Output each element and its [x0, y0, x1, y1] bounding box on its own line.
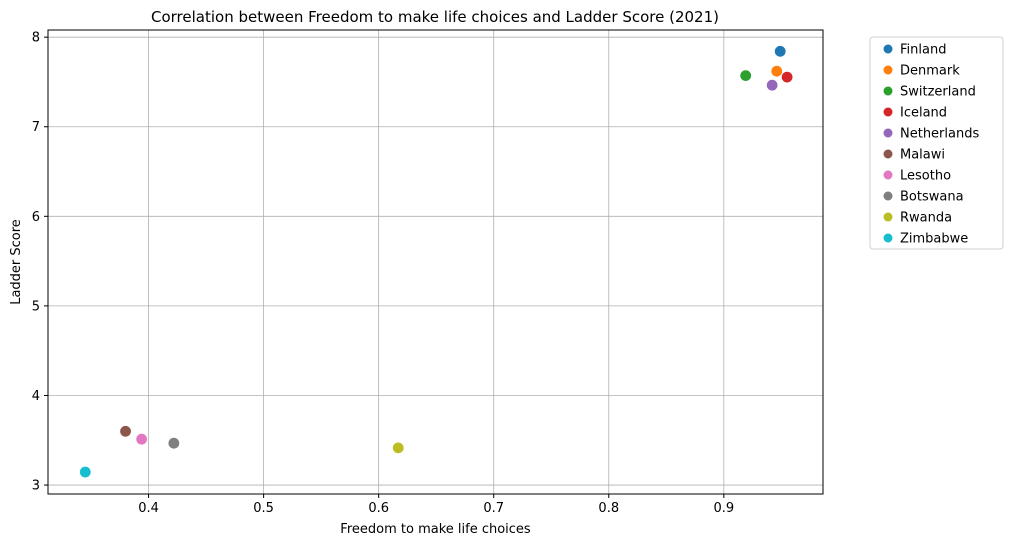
x-tick-label: 0.4 [138, 501, 159, 516]
data-point [79, 465, 92, 479]
data-point [119, 425, 132, 438]
legend-label: Finland [900, 43, 946, 58]
y-tick-label: 7 [32, 120, 40, 135]
y-axis-label: Ladder Score [9, 219, 24, 305]
axis-ticks: 0.4 0.5 0.6 0.7 0.8 0.9 3 4 5 6 7 8 [32, 31, 734, 516]
y-tick-label: 6 [32, 210, 40, 225]
x-tick-label: 0.6 [368, 501, 389, 516]
chart-title: Correlation between Freedom to make life… [151, 8, 719, 26]
legend-items: Finland Denmark Switzerland Iceland Netherla… [883, 43, 979, 247]
legend-marker [883, 212, 893, 222]
x-tick-label: 0.5 [253, 501, 274, 516]
legend-label: Lesotho [900, 169, 951, 184]
plot-frame [47, 29, 824, 495]
y-tick-label: 5 [32, 299, 40, 314]
legend-label: Iceland [900, 106, 947, 121]
y-tick-label: 3 [32, 479, 40, 494]
data-point [392, 441, 405, 455]
legend-marker [883, 65, 893, 75]
legend-label: Malawi [900, 148, 945, 163]
x-tick-label: 0.8 [598, 501, 619, 516]
legend-marker [883, 86, 893, 96]
x-tick-label: 0.7 [483, 501, 504, 516]
plot-background [48, 30, 823, 494]
legend-frame [869, 36, 1004, 250]
legend-marker [883, 191, 893, 201]
legend: Finland Denmark Switzerland Iceland Netherla… [869, 36, 1004, 250]
legend-marker [883, 233, 893, 243]
legend-label: Botswana [900, 190, 964, 205]
data-point [780, 70, 794, 84]
y-tick-label: 4 [32, 389, 40, 404]
legend-label: Netherlands [900, 127, 979, 142]
data-point [739, 69, 752, 82]
data-point [167, 437, 181, 450]
x-tick-label: 0.9 [713, 501, 734, 516]
x-axis-label: Freedom to make life choices [340, 522, 531, 537]
data-point [774, 45, 787, 58]
legend-marker [883, 44, 893, 54]
legend-marker [883, 170, 893, 180]
data-point [135, 432, 148, 446]
legend-marker [883, 128, 893, 138]
data-point [765, 78, 779, 92]
legend-marker [883, 149, 893, 159]
grid-lines [48, 30, 823, 494]
legend-label: Denmark [900, 64, 960, 79]
legend-label: Zimbabwe [900, 232, 968, 247]
data-points [79, 45, 794, 479]
legend-label: Switzerland [900, 85, 976, 100]
legend-label: Rwanda [900, 211, 952, 226]
legend-marker [883, 107, 893, 117]
y-tick-label: 8 [32, 31, 40, 46]
data-point [770, 65, 783, 78]
